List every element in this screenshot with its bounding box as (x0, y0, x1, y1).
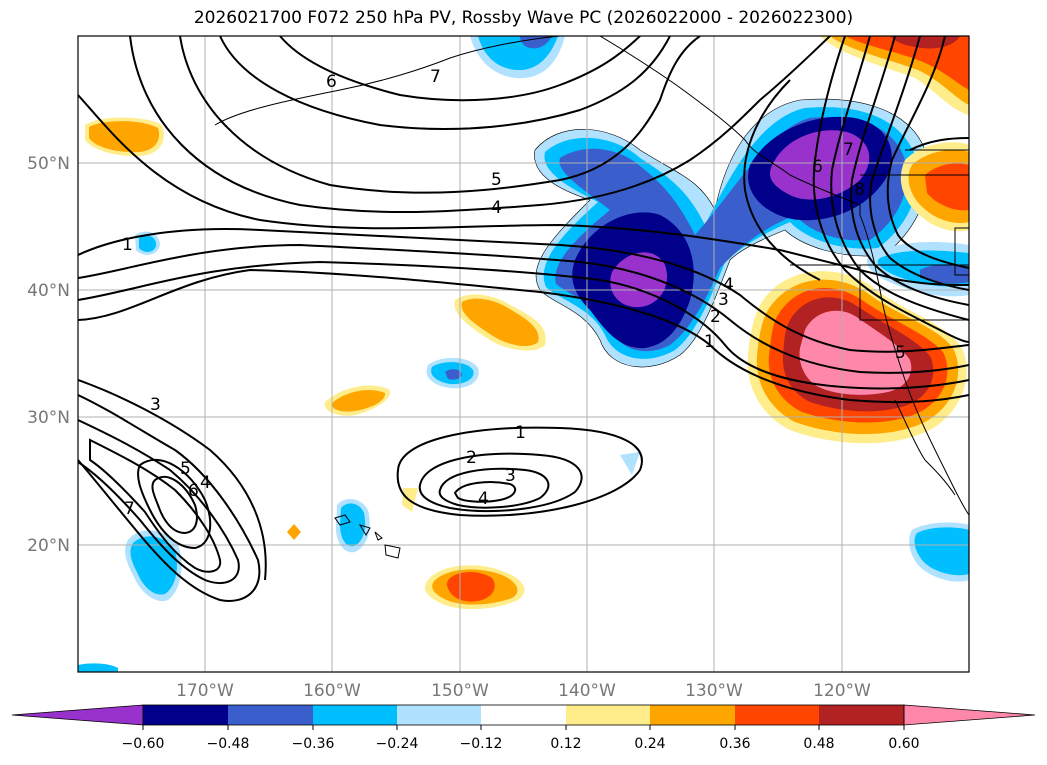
contour-label: 6 (812, 157, 823, 177)
colorbar-tick-label: 0.12 (550, 736, 581, 752)
colorbar-swatch (397, 705, 481, 725)
colorbar-swatch (819, 705, 904, 725)
contour-label: 4 (723, 275, 734, 295)
longitude-labels: 170°W 160°W 150°W 140°W 130°W 120°W (176, 681, 871, 701)
lat-label: 30°N (27, 408, 70, 428)
lon-label: 150°W (431, 681, 489, 701)
contour-label: 5 (895, 343, 906, 363)
colorbar-swatch (650, 705, 735, 725)
colorbar-swatch (143, 705, 228, 725)
contour-label: 2 (710, 307, 721, 327)
colorbar-tick-label: −0.48 (207, 736, 250, 752)
contour-label: 4 (200, 473, 211, 493)
contour-label: 6 (326, 72, 337, 92)
pv-contours (78, 36, 969, 602)
contour-label: 4 (478, 489, 489, 509)
colorbar-tick-label: 0.48 (803, 736, 834, 752)
colorbar-swatch (735, 705, 819, 725)
contour-label: 8 (854, 180, 865, 200)
colorbar: −0.60 −0.48 −0.36 −0.24 −0.12 0.12 0.24 … (11, 704, 1036, 752)
lat-label: 20°N (27, 536, 70, 556)
colorbar-tick-label: 0.24 (634, 736, 665, 752)
contour-labels: 7 6 5 4 1 3 4 3 2 1 5 1 2 3 4 4 5 6 6 7 … (122, 67, 906, 519)
colorbar-swatch (228, 705, 313, 725)
colorbar-swatch (481, 705, 566, 725)
contour-label: 5 (180, 459, 191, 479)
latitude-labels: 50°N 40°N 30°N 20°N (27, 154, 70, 556)
contour-label: 7 (430, 67, 441, 87)
colorbar-tick-label: −0.36 (292, 736, 335, 752)
contour-label: 5 (491, 170, 502, 190)
colorbar-tick-label: −0.24 (376, 736, 419, 752)
contour-label: 4 (491, 198, 502, 218)
lon-label: 120°W (813, 681, 871, 701)
contour-label: 3 (150, 395, 161, 415)
contour-label: 2 (466, 448, 477, 468)
plot-border (77, 35, 970, 673)
colorbar-swatch (313, 705, 397, 725)
colorbar-tick-label: 0.36 (719, 736, 750, 752)
colorbar-tick-label: −0.12 (460, 736, 503, 752)
colorbar-swatch (566, 705, 650, 725)
anomaly-fill-layer (78, 36, 969, 672)
lat-label: 40°N (27, 281, 70, 301)
contour-label: 6 (188, 481, 199, 501)
lon-label: 160°W (303, 681, 361, 701)
contour-label: 7 (124, 499, 135, 519)
colorbar-extend-left (11, 704, 144, 726)
contour-label: 1 (122, 235, 133, 255)
colorbar-tick-label: −0.60 (122, 736, 165, 752)
contour-label: 3 (505, 466, 516, 486)
contour-label: 1 (515, 423, 526, 443)
lat-label: 50°N (27, 154, 70, 174)
contour-label: 7 (843, 140, 854, 160)
colorbar-tick-label: 0.60 (888, 736, 919, 752)
lon-label: 130°W (685, 681, 743, 701)
map-title: 2026021700 F072 250 hPa PV, Rossby Wave … (193, 8, 854, 28)
contour-label: 1 (704, 332, 715, 352)
lon-label: 170°W (176, 681, 234, 701)
lon-label: 140°W (558, 681, 616, 701)
colorbar-extend-right (903, 704, 1036, 726)
contour-label: 3 (718, 290, 729, 310)
